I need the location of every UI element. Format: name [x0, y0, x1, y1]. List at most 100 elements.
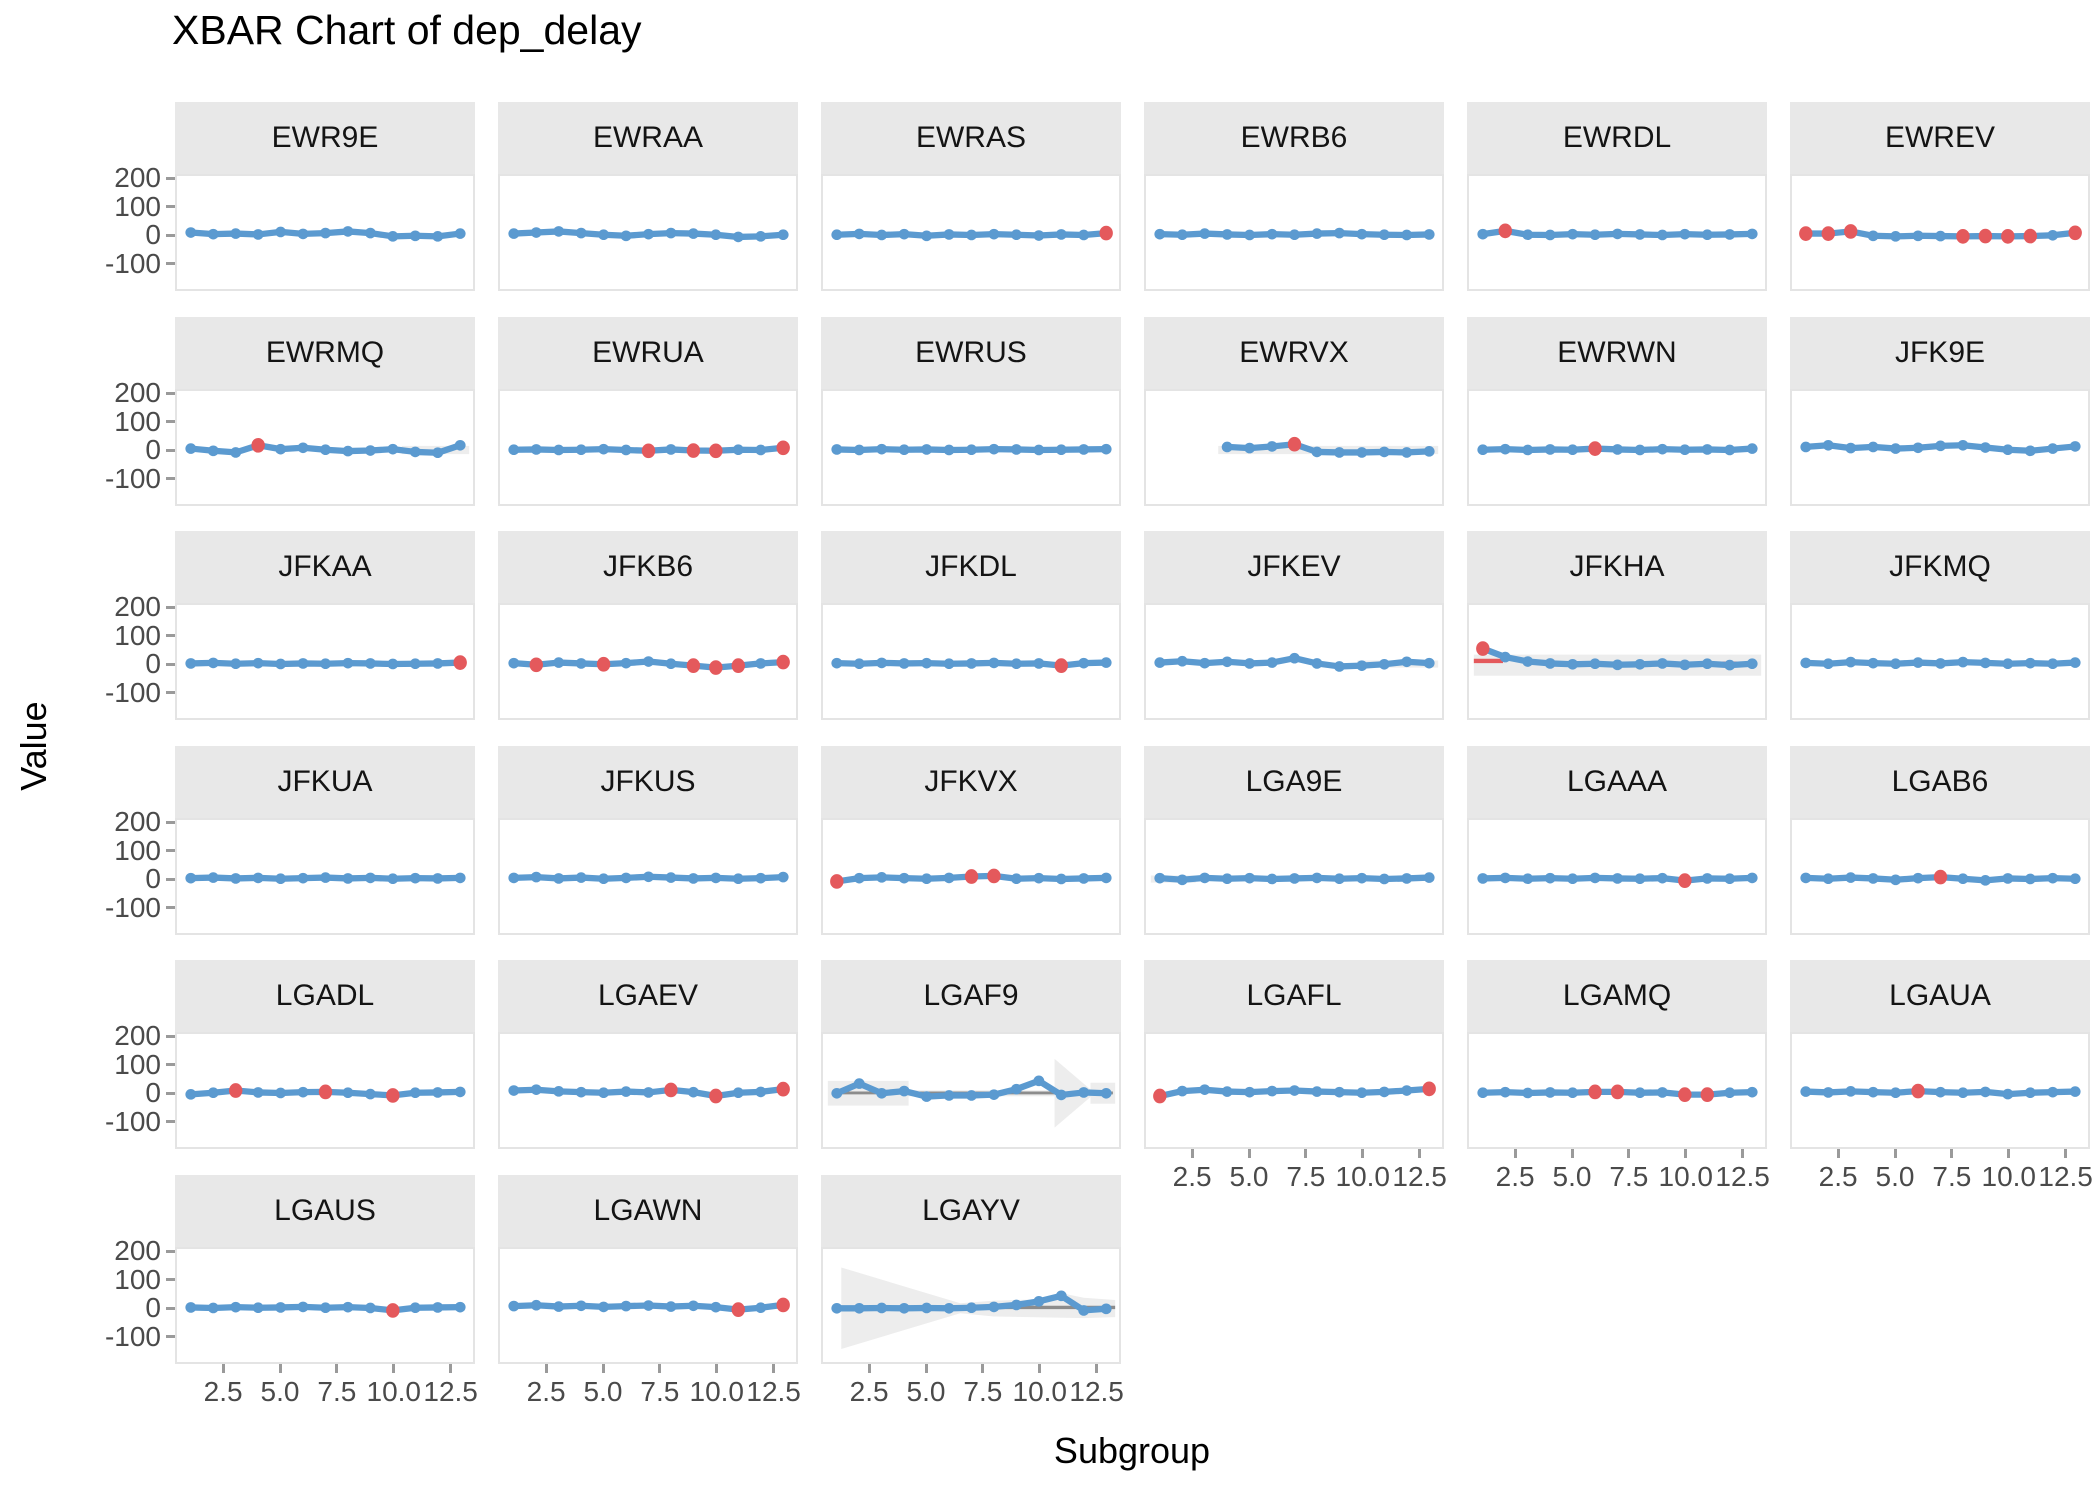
data-point [1746, 872, 1758, 884]
facet-strip: EWRVX [1144, 317, 1444, 389]
data-point [921, 657, 933, 669]
facet-strip: EWRMQ [175, 317, 475, 389]
violation-point [1476, 641, 1490, 656]
data-point [777, 871, 789, 883]
facet-label: JFKMQ [1889, 550, 1991, 583]
data-point [2047, 658, 2059, 670]
data-point [364, 227, 376, 239]
data-point [1634, 658, 1646, 670]
violation-point [987, 868, 1001, 884]
facet-label: JFKVX [924, 765, 1018, 798]
y-axis-tick [166, 1306, 175, 1310]
data-point [2024, 873, 2036, 885]
data-point [1724, 873, 1736, 885]
data-point [1401, 1085, 1413, 1096]
data-point [454, 872, 466, 884]
x-axis-tick-label: 7.5 [963, 1376, 1003, 1407]
y-axis-tick [166, 1335, 175, 1339]
data-point [831, 657, 843, 669]
y-axis-tick [166, 1063, 175, 1067]
data-point [943, 444, 955, 456]
x-axis-tick-label: 12.5 [2038, 1161, 2093, 1192]
data-point [1221, 1086, 1233, 1097]
data-point [1935, 440, 1946, 452]
data-point [553, 1301, 565, 1312]
data-point [1912, 872, 1924, 884]
facet-panel [821, 603, 1121, 720]
data-point [1010, 229, 1022, 241]
data-point [1800, 441, 1812, 453]
x-axis-tick [2064, 1149, 2068, 1158]
violation-point [1099, 225, 1113, 241]
facet-panel [821, 1247, 1121, 1364]
data-point [755, 1086, 767, 1098]
facet-panel [1144, 389, 1444, 506]
data-point [1401, 656, 1413, 668]
data-point [898, 228, 910, 240]
facet-panel [498, 389, 798, 506]
data-point [1311, 228, 1323, 239]
data-point [2069, 657, 2081, 668]
data-point [1612, 444, 1623, 455]
data-point [297, 1301, 309, 1313]
x-axis-tick [392, 1364, 396, 1373]
data-point [1499, 651, 1511, 663]
data-point [207, 872, 219, 883]
data-point [1199, 872, 1211, 884]
data-point [342, 1087, 354, 1099]
facet-strip: JFKDL [821, 531, 1121, 603]
facet-strip: EWRDL [1467, 102, 1767, 174]
x-axis-tick-label: 5.0 [1229, 1161, 1269, 1192]
data-point [2069, 441, 2081, 452]
y-axis-tick [166, 1034, 175, 1038]
y-axis-tick [166, 448, 175, 452]
data-point [1589, 229, 1601, 241]
x-axis-tick [544, 1364, 548, 1373]
data-point [1266, 1085, 1278, 1097]
y-axis-tick-label: 200 [114, 162, 161, 194]
y-axis-tick-label: 0 [145, 1292, 161, 1324]
data-point [1154, 872, 1166, 884]
facet-plot [508, 871, 789, 885]
facet-panel [175, 1247, 475, 1364]
data-point [1935, 658, 1946, 669]
data-point [1822, 1087, 1834, 1098]
violation-point [1799, 226, 1813, 241]
data-point [1078, 1087, 1090, 1098]
data-point [943, 658, 955, 670]
data-point [320, 227, 331, 239]
x-axis-tick [1247, 1149, 1251, 1158]
data-point [1266, 441, 1278, 452]
facet-panel [175, 1032, 475, 1149]
data-point [1634, 873, 1646, 885]
data-point [1401, 873, 1413, 884]
facet-strip: LGAFL [1144, 960, 1444, 1032]
data-point [320, 1302, 331, 1314]
data-point [1845, 872, 1857, 883]
x-axis-tick-label: 7.5 [640, 1376, 680, 1407]
data-point [297, 442, 309, 454]
data-point [1522, 444, 1534, 456]
data-point [1423, 657, 1435, 669]
data-point [687, 228, 699, 239]
data-point [508, 1085, 520, 1096]
data-point [1289, 652, 1300, 664]
x-axis-tick-label: 5.0 [906, 1376, 946, 1407]
data-point [364, 1302, 376, 1314]
data-point [553, 657, 565, 668]
data-point [598, 873, 610, 885]
y-axis-tick [166, 820, 175, 824]
facet-plot [1799, 224, 2082, 244]
y-axis-tick [166, 1091, 175, 1095]
data-point [1544, 1087, 1556, 1098]
x-axis-tick-label: 5.0 [583, 1376, 623, 1407]
facet-panel [498, 1032, 798, 1149]
data-point [1935, 230, 1946, 242]
data-point [230, 1301, 242, 1313]
data-point [575, 444, 587, 456]
violation-point [731, 658, 745, 673]
x-axis-tick-label: 2.5 [1818, 1161, 1858, 1192]
facet-plot [1154, 652, 1439, 672]
data-point [207, 228, 219, 240]
data-point [1333, 447, 1345, 458]
